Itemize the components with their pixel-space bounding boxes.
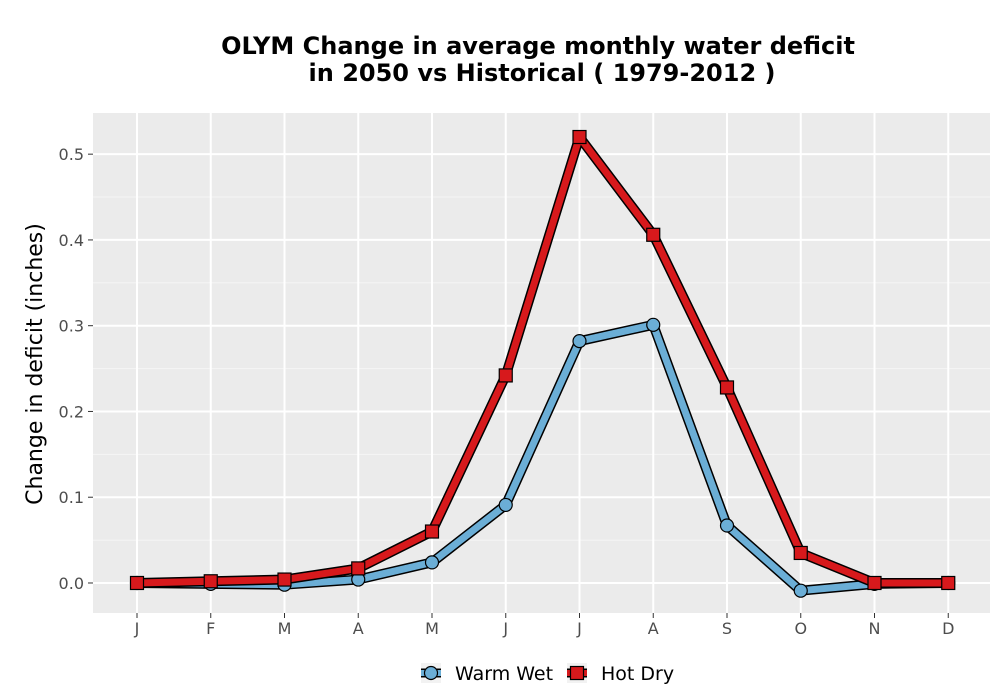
data-point (793, 545, 808, 561)
data-series (129, 129, 956, 598)
data-point (498, 368, 513, 383)
legend-item: Warm Wet (421, 663, 553, 685)
x-tick-label: J (134, 619, 140, 638)
series-line (136, 133, 949, 587)
x-tick-label: M (278, 619, 292, 638)
data-point (424, 524, 440, 539)
legend-label: Hot Dry (601, 663, 674, 685)
data-point (351, 561, 366, 576)
x-tick-label: A (353, 619, 364, 638)
y-tick-label: 0.3 (59, 317, 84, 336)
x-tick-label: M (425, 619, 439, 638)
plot-panel (93, 113, 990, 613)
x-tick-label: J (502, 619, 508, 638)
legend-label: Warm Wet (455, 663, 553, 685)
x-tick-label: S (722, 619, 732, 638)
data-point (203, 574, 218, 589)
legend-item: Hot Dry (567, 663, 674, 685)
y-tick-label: 0.5 (59, 145, 84, 164)
data-point (498, 497, 513, 513)
y-tick-label: 0.0 (59, 574, 84, 593)
chart-title-line-2: in 2050 vs Historical ( 1979-2012 ) (309, 59, 776, 87)
legend: Warm Wet Hot Dry (421, 663, 674, 685)
legend-key-marker (423, 665, 439, 681)
x-tick-label: J (576, 619, 582, 638)
data-point (572, 334, 587, 349)
legend-key-marker (569, 665, 585, 681)
data-point (793, 583, 808, 598)
y-tick-label: 0.1 (59, 488, 84, 507)
chart-title-line-1: OLYM Change in average monthly water def… (221, 32, 855, 60)
series-hot-dry (129, 129, 956, 591)
data-point (719, 380, 735, 395)
y-axis-title: Change in deficit (inches) (23, 223, 48, 505)
data-point (941, 575, 956, 591)
data-point (277, 572, 292, 587)
data-point (646, 227, 661, 242)
y-axis-ticks: 0.0 0.1 0.2 0.3 0.4 0.5 (59, 145, 93, 593)
y-tick-label: 0.2 (59, 402, 84, 421)
data-point (867, 575, 882, 591)
minor-gridlines (93, 196, 990, 541)
data-point (129, 575, 145, 591)
y-tick-label: 0.4 (59, 231, 84, 250)
x-tick-label: A (648, 619, 659, 638)
x-tick-label: N (869, 619, 881, 638)
data-point (719, 518, 735, 533)
x-tick-label: O (794, 619, 807, 638)
data-point (646, 317, 661, 332)
x-tick-label: F (206, 619, 215, 638)
data-point (572, 129, 587, 145)
data-point (424, 555, 440, 570)
x-tick-label: D (942, 619, 954, 638)
